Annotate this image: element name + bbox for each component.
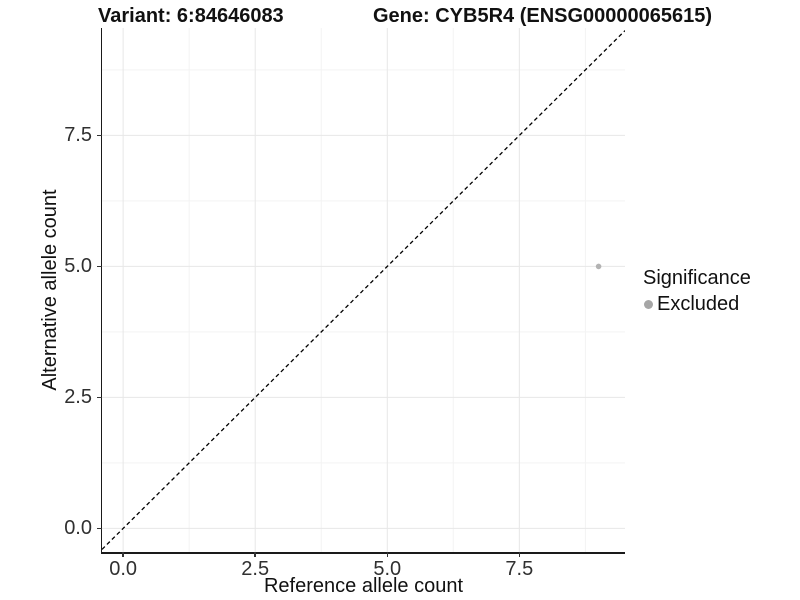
y-tick-mark: [97, 265, 102, 268]
x-axis-line: [100, 552, 625, 554]
y-tick-mark: [97, 134, 102, 137]
x-tick-label: 5.0: [373, 558, 402, 580]
x-tick-mark: [518, 552, 521, 557]
y-axis-title: Alternative allele count: [39, 189, 61, 391]
legend: Significance Excluded: [643, 266, 751, 317]
x-tick-mark: [122, 552, 124, 557]
plot-title-gene: Gene: CYB5R4 (ENSG00000065615): [373, 5, 713, 27]
identity-line: [102, 30, 625, 550]
y-tick-mark: [97, 396, 102, 399]
x-tick-mark: [386, 552, 389, 557]
y-tick-label: 2.5: [64, 386, 92, 409]
x-tick-label: 2.5: [241, 558, 270, 580]
plot-panel: [102, 28, 625, 552]
y-tick-mark: [97, 527, 102, 530]
y-tick-label: 7.5: [64, 124, 92, 147]
y-tick-label: 5.0: [64, 255, 92, 278]
plot-title-variant: Variant: 6:84646083: [98, 5, 284, 27]
y-tick-label: 0.0: [64, 517, 92, 540]
data-point: [595, 263, 602, 270]
x-axis-title: Reference allele count: [263, 575, 463, 597]
legend-title: Significance: [643, 267, 751, 289]
legend-key-dot-icon: [644, 300, 653, 309]
legend-item-excluded: Excluded: [644, 292, 751, 317]
x-tick-mark: [254, 552, 256, 557]
x-tick-label: 0.0: [109, 558, 138, 580]
legend-item-label: Excluded: [657, 293, 740, 315]
x-tick-label: 7.5: [505, 558, 534, 580]
y-axis-line: [100, 28, 102, 552]
